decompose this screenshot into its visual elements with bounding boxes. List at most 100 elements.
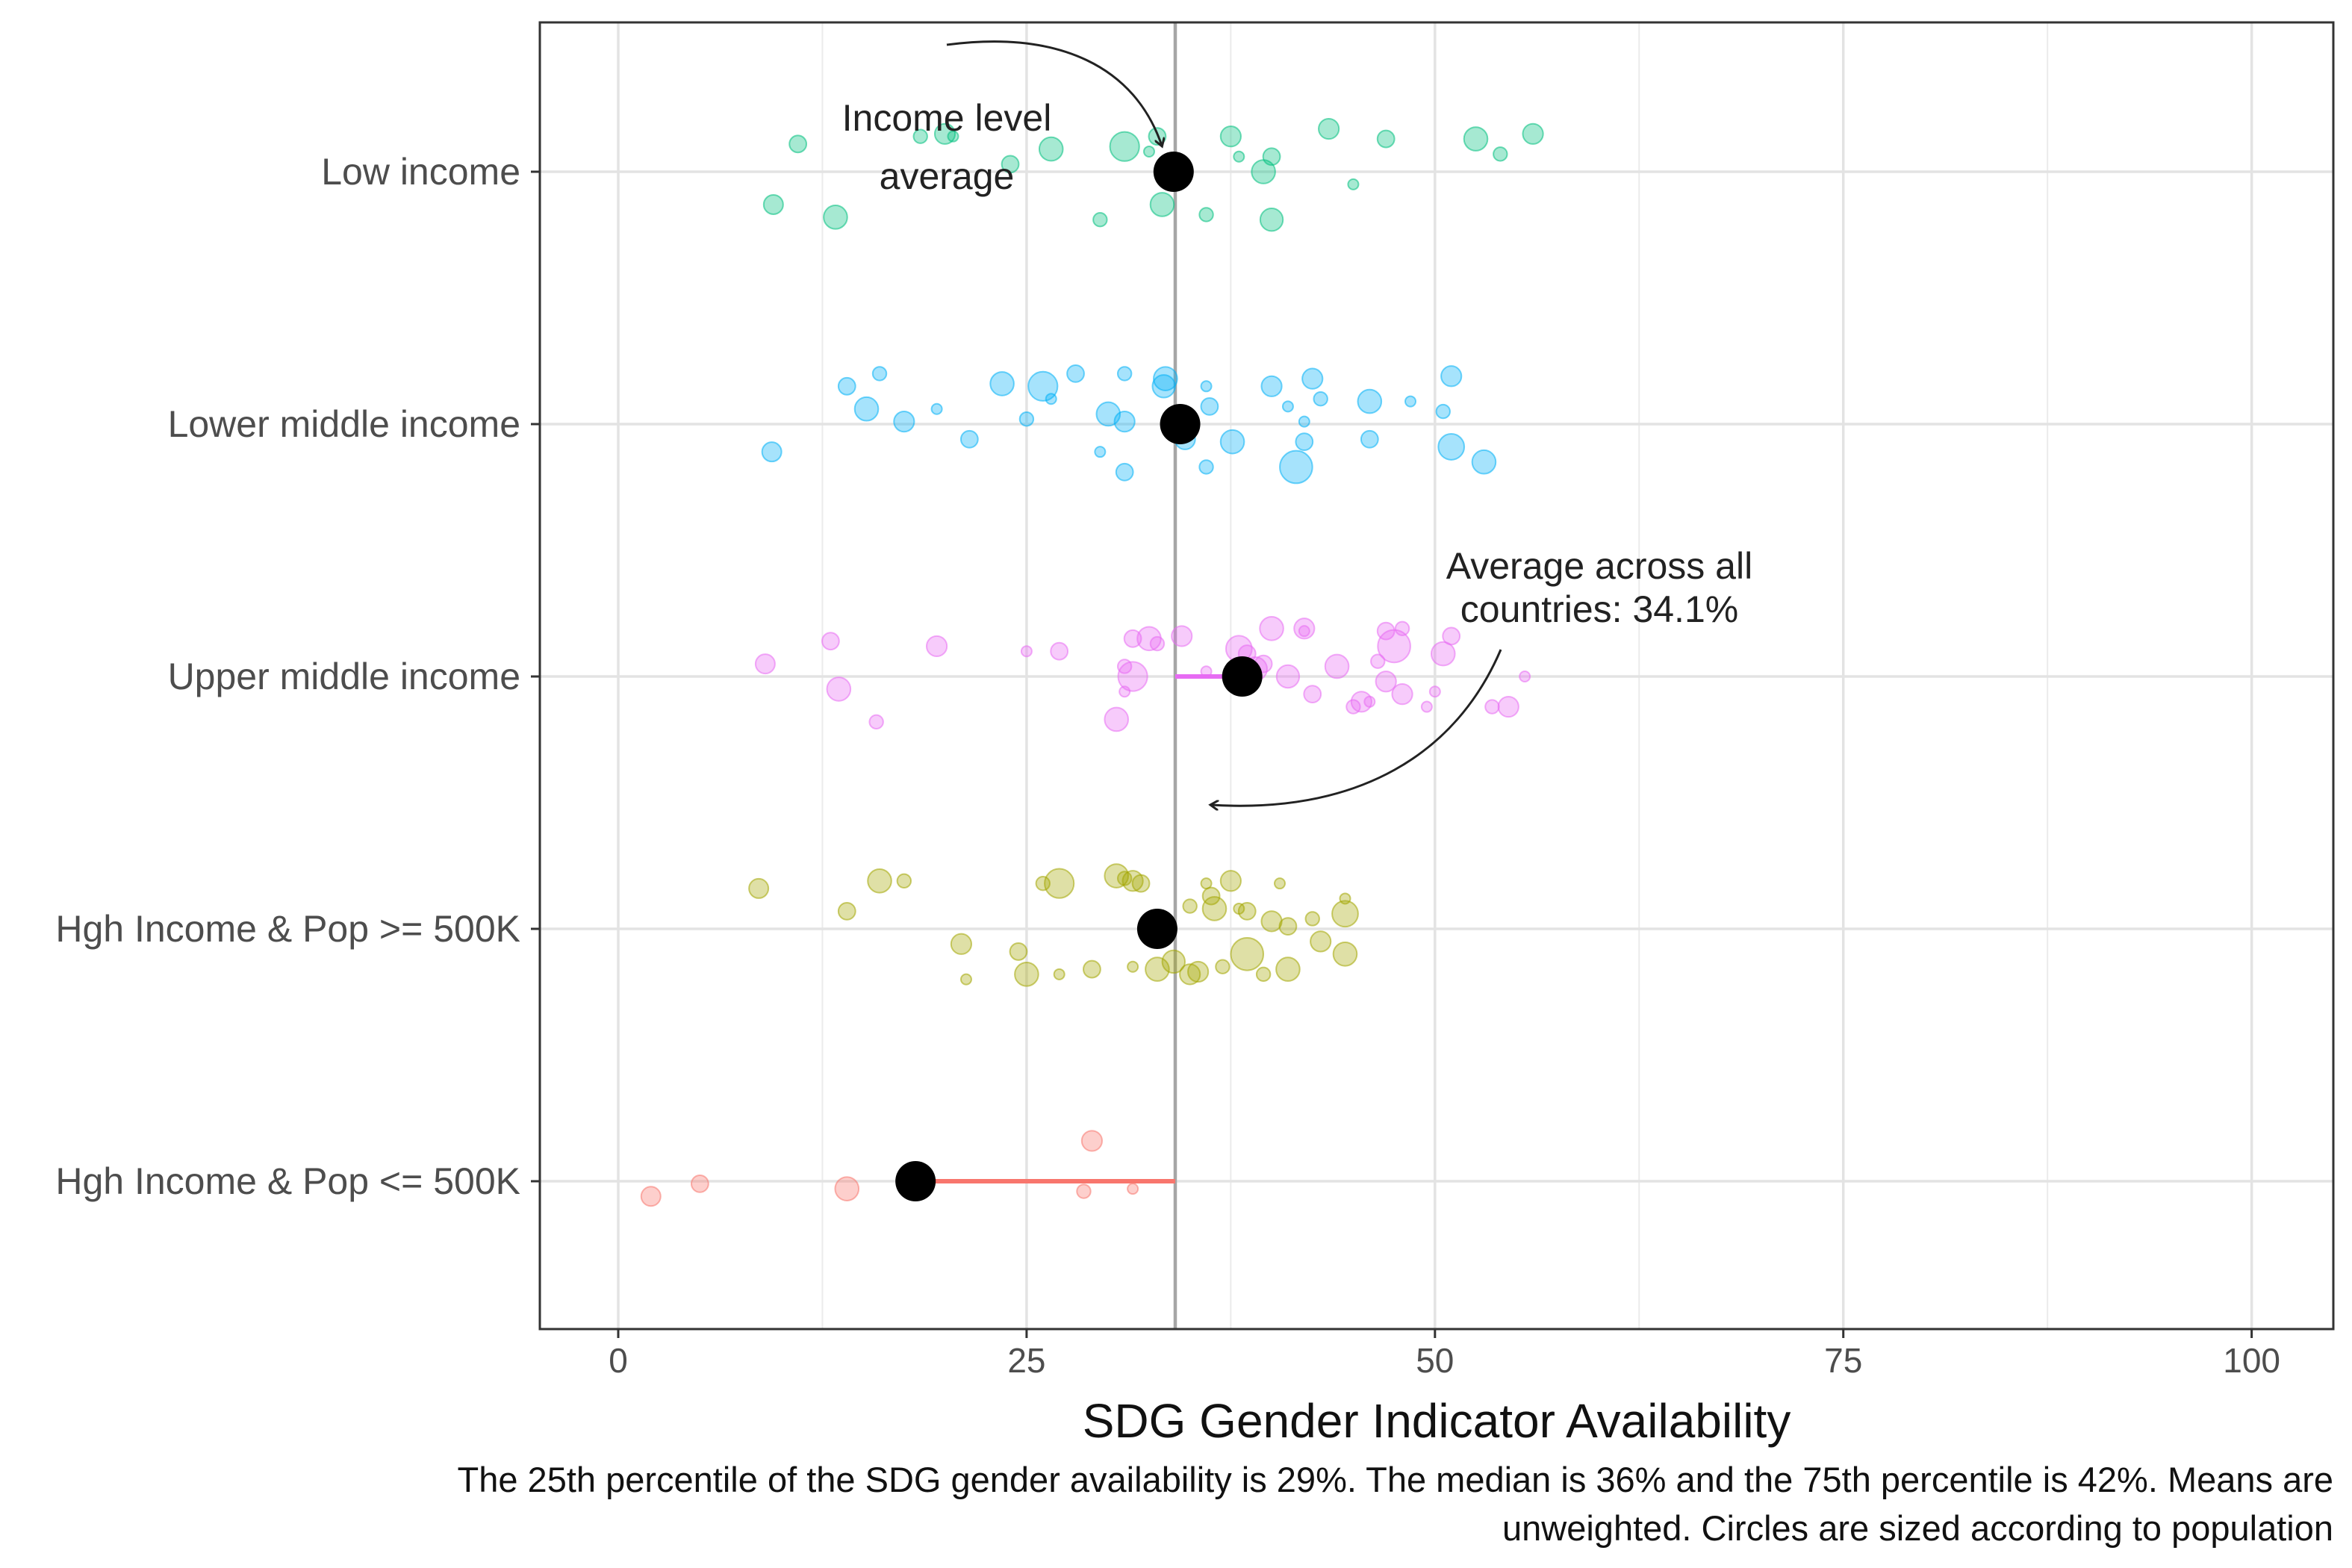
country-point bbox=[834, 1176, 860, 1201]
country-point bbox=[950, 933, 973, 955]
country-point bbox=[989, 371, 1015, 396]
country-point bbox=[1153, 366, 1178, 391]
country-point bbox=[1519, 671, 1531, 682]
annotation-arrow-income-level bbox=[946, 40, 1162, 146]
country-point bbox=[1275, 664, 1301, 689]
country-point bbox=[1123, 629, 1142, 648]
x-tick-label: 0 bbox=[609, 1341, 628, 1380]
country-point bbox=[1332, 942, 1358, 967]
country-point bbox=[837, 376, 856, 396]
country-point bbox=[1259, 208, 1284, 232]
country-point bbox=[1437, 433, 1466, 461]
x-tick-label: 100 bbox=[2223, 1341, 2280, 1380]
x-axis: 0 25 50 75 100 bbox=[609, 1329, 2280, 1380]
country-point bbox=[1251, 159, 1276, 184]
country-point bbox=[1428, 685, 1441, 698]
country-point bbox=[1237, 901, 1257, 921]
country-point bbox=[826, 676, 852, 702]
country-point bbox=[912, 128, 928, 144]
annotation-overall-average-line1: Average across all bbox=[1446, 545, 1752, 587]
country-point bbox=[1149, 192, 1175, 217]
country-point bbox=[762, 193, 784, 215]
country-point bbox=[925, 635, 948, 658]
x-tick-label: 50 bbox=[1416, 1341, 1454, 1380]
country-point bbox=[1273, 877, 1286, 890]
country-point bbox=[1104, 706, 1130, 732]
country-point bbox=[1131, 874, 1151, 893]
country-point bbox=[1127, 960, 1139, 973]
gridlines bbox=[540, 22, 2333, 1329]
country-point bbox=[1404, 395, 1416, 408]
country-point bbox=[1198, 207, 1214, 223]
x-tick-label: 25 bbox=[1007, 1341, 1045, 1380]
country-point bbox=[1044, 868, 1075, 899]
annotation-overall-average-line2: countries: 34.1% bbox=[1460, 588, 1738, 630]
country-point bbox=[867, 868, 892, 894]
country-point bbox=[1116, 366, 1133, 382]
country-point bbox=[1198, 459, 1214, 475]
data-points bbox=[640, 117, 1544, 1207]
country-point bbox=[788, 134, 808, 154]
country-point bbox=[1394, 620, 1410, 636]
country-point bbox=[1259, 615, 1284, 641]
y-tick-label: Hgh Income & Pop <= 500K bbox=[55, 1160, 520, 1202]
country-point bbox=[1363, 695, 1376, 708]
country-point bbox=[1083, 959, 1101, 979]
country-point bbox=[930, 402, 943, 415]
country-point bbox=[1219, 429, 1245, 455]
country-point bbox=[1301, 367, 1324, 390]
x-tick-label: 75 bbox=[1824, 1341, 1862, 1380]
country-point bbox=[933, 122, 956, 145]
country-point bbox=[1109, 131, 1140, 162]
country-point bbox=[1303, 685, 1322, 704]
country-point bbox=[821, 632, 840, 651]
annotation-income-level-line2: average bbox=[880, 155, 1015, 197]
country-point bbox=[959, 973, 972, 986]
y-tick-label: Upper middle income bbox=[168, 656, 520, 697]
country-point bbox=[1370, 653, 1386, 669]
country-point bbox=[1200, 396, 1219, 416]
country-point bbox=[947, 130, 959, 143]
country-point bbox=[1053, 968, 1065, 980]
caption-line-2: unweighted. Circles are sized according … bbox=[1502, 1508, 2333, 1548]
country-point bbox=[959, 429, 979, 449]
country-point bbox=[1215, 959, 1231, 974]
mean-marker bbox=[1136, 909, 1177, 949]
country-point bbox=[1430, 641, 1456, 667]
country-point bbox=[1295, 432, 1314, 452]
mean-marker bbox=[1222, 656, 1263, 697]
y-tick-label: Lower middle income bbox=[168, 403, 520, 445]
country-point bbox=[1094, 446, 1107, 458]
country-point bbox=[1050, 641, 1069, 661]
country-point bbox=[1171, 625, 1193, 647]
mean-marker bbox=[1160, 404, 1201, 444]
country-point bbox=[1066, 364, 1085, 383]
annotation-overall-average: Average across all countries: 34.1% bbox=[1211, 545, 1752, 806]
country-point bbox=[1179, 963, 1201, 986]
country-point bbox=[1298, 415, 1310, 428]
country-point bbox=[1045, 393, 1057, 405]
country-point bbox=[1116, 871, 1133, 886]
country-point bbox=[1279, 449, 1313, 485]
country-point bbox=[1020, 645, 1033, 658]
y-tick-label: Low income bbox=[321, 151, 520, 193]
country-point bbox=[1310, 930, 1332, 953]
country-point bbox=[1009, 942, 1028, 961]
country-point bbox=[1161, 949, 1186, 974]
mean-markers bbox=[895, 152, 1263, 1201]
country-point bbox=[1260, 910, 1283, 933]
annotation-income-level: Income level average bbox=[842, 40, 1162, 197]
country-point bbox=[1313, 391, 1328, 407]
x-axis-title: SDG Gender Indicator Availability bbox=[1083, 1394, 1791, 1448]
country-point bbox=[1484, 699, 1500, 715]
country-point bbox=[1522, 122, 1544, 145]
country-point bbox=[1255, 966, 1272, 983]
country-point bbox=[868, 714, 884, 730]
country-point bbox=[1230, 937, 1265, 971]
country-point bbox=[1076, 1183, 1092, 1199]
country-point bbox=[1145, 956, 1170, 982]
country-point bbox=[1360, 429, 1379, 449]
country-point bbox=[1281, 400, 1294, 413]
country-point bbox=[1187, 960, 1210, 983]
annotation-income-level-line1: Income level bbox=[842, 97, 1052, 139]
